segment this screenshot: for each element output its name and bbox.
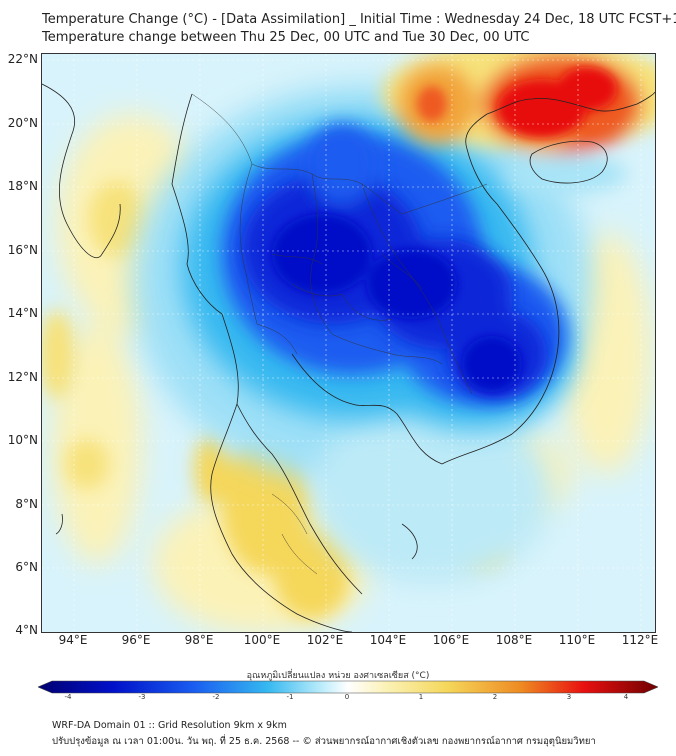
lon-tick-label: 96°E [121, 633, 151, 647]
lat-tick-label: 6°N [15, 560, 38, 574]
lon-tick-label: 106°E [432, 633, 470, 647]
colorbar [38, 680, 658, 694]
lat-tick-label: 8°N [15, 497, 38, 511]
lat-tick-label: 18°N [7, 179, 38, 193]
graticule [42, 54, 655, 632]
temperature-change-map [42, 54, 655, 632]
lon-tick-label: 100°E [243, 633, 281, 647]
lat-tick-label: 4°N [15, 623, 38, 637]
warm-areas [42, 181, 507, 619]
map-frame [41, 53, 656, 633]
lat-tick-label: 20°N [7, 116, 38, 130]
colorbar-tick: 3 [566, 693, 572, 701]
colorbar-tick: -4 [64, 693, 72, 701]
map-title-line1: Temperature Change (°C) - [Data Assimila… [42, 12, 676, 27]
colorbar-tick: -2 [212, 693, 220, 701]
lon-tick-label: 98°E [184, 633, 214, 647]
colorbar-tick: 0 [344, 693, 350, 701]
colorbar-tick: 4 [623, 693, 629, 701]
borders [191, 93, 488, 575]
lon-tick-label: 110°E [558, 633, 596, 647]
map-title-line2: Temperature change between Thu 25 Dec, 0… [42, 30, 530, 45]
lat-tick-label: 14°N [7, 306, 38, 320]
very-hot-core [417, 67, 617, 139]
footer-domain-info: WRF-DA Domain 01 :: Grid Resolution 9km … [52, 720, 287, 731]
lon-tick-label: 108°E [495, 633, 533, 647]
colorbar-tick: 1 [418, 693, 424, 701]
coastlines [42, 83, 655, 632]
lon-tick-label: 104°E [369, 633, 407, 647]
colorbar-tick: 2 [492, 693, 498, 701]
lat-tick-label: 22°N [7, 52, 38, 66]
lat-tick-label: 10°N [7, 433, 38, 447]
colorbar-tick: -1 [286, 693, 294, 701]
lat-tick-label: 16°N [7, 243, 38, 257]
lon-tick-label: 102°E [306, 633, 344, 647]
colorbar-tick: -3 [138, 693, 146, 701]
footer-credit: ปรับปรุงข้อมูล ณ เวลา 01:00น. วัน พฤ. ที… [52, 736, 596, 747]
colorbar-title: อุณหภูมิเปลี่ยนแปลง หน่วย องศาเซลเซียส (… [246, 671, 430, 681]
lat-tick-label: 12°N [7, 370, 38, 384]
lon-tick-label: 94°E [58, 633, 88, 647]
lon-tick-label: 112°E [621, 633, 659, 647]
